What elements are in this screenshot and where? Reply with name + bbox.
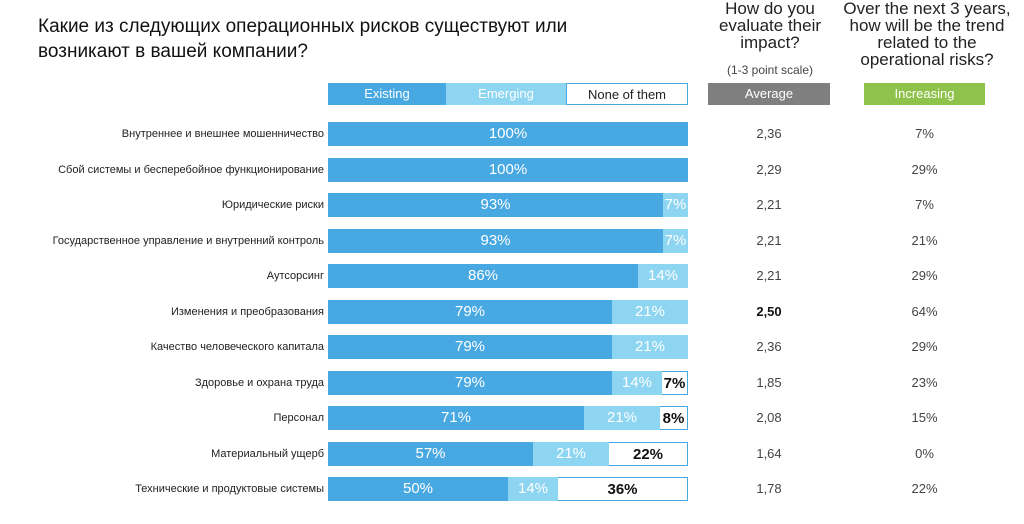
category-label: Здоровье и охрана труда [194,377,324,389]
increasing-value: 23% [911,375,938,390]
average-value: 2,21 [756,233,782,248]
increasing-value: 15% [911,410,938,425]
legend-none: None of them [566,83,688,105]
bar-segment-existing: 79% [328,300,612,324]
category-label: Сбой системы и бесперебойное функциониро… [58,164,324,176]
bar-segment-emerging: 21% [584,406,660,430]
category-label: Материальный ущерб [211,448,324,460]
bar-segment-emerging: 21% [612,335,688,359]
increasing-value: 64% [911,304,938,319]
increasing-value: 22% [911,481,938,496]
bar-segment-emerging: 7% [663,229,688,253]
bar-segment-none: 36% [558,477,688,501]
average-header: Average [708,83,830,105]
increasing-value: 29% [911,162,938,177]
average-column-title: How do you evaluate their impact? [718,0,822,52]
bar-segment-none: 8% [660,406,688,430]
average-value: 1,78 [756,481,782,496]
average-value: 2,08 [756,410,782,425]
increasing-value: 29% [911,268,938,283]
category-label: Качество человеческого капитала [150,341,324,353]
category-label: Технические и продуктовые системы [135,483,324,495]
bar-segment-existing: 100% [328,158,688,182]
chart-title: Какие из следующих операционных рисков с… [38,16,568,62]
increasing-value: 29% [911,339,938,354]
increasing-header: Increasing [864,83,985,105]
bar-segment-existing: 79% [328,335,612,359]
average-value: 2,36 [756,126,782,141]
legend-existing: Existing [328,83,446,105]
bar-segment-emerging: 21% [612,300,688,324]
bar-segment-none: 22% [609,442,688,466]
average-value: 1,64 [756,446,782,461]
increasing-value: 0% [915,446,934,461]
increasing-value: 21% [911,233,938,248]
bar-segment-existing: 93% [328,229,663,253]
average-value: 1,85 [756,375,782,390]
average-column-subtitle: (1-3 point scale) [726,63,814,77]
bar-segment-existing: 71% [328,406,584,430]
bar-segment-existing: 50% [328,477,508,501]
average-value: 2,21 [756,197,782,212]
bar-segment-emerging: 14% [508,477,558,501]
category-label: Государственное управление и внутренний … [52,235,324,247]
bar-segment-emerging: 14% [612,371,662,395]
category-label: Изменения и преобразования [170,306,324,318]
bar-segment-emerging: 21% [533,442,609,466]
increasing-value: 7% [915,126,934,141]
bar-segment-existing: 100% [328,122,688,146]
legend-emerging: Emerging [446,83,566,105]
average-value: 2,36 [756,339,782,354]
average-value: 2,50 [756,304,782,319]
bar-segment-emerging: 7% [663,193,688,217]
category-label: Персонал [273,412,325,424]
average-value: 2,21 [756,268,782,283]
bar-segment-existing: 79% [328,371,612,395]
increasing-value: 7% [915,197,934,212]
trend-column-title: Over the next 3 years, how will be the t… [843,0,1011,69]
bar-segment-existing: 57% [328,442,533,466]
average-value: 2,29 [756,162,782,177]
bar-segment-emerging: 14% [638,264,688,288]
category-label: Внутреннее и внешнее мошенничество [121,128,324,140]
bar-segment-existing: 93% [328,193,663,217]
bar-segment-none: 7% [662,371,688,395]
category-label: Аутсорсинг [266,270,324,282]
bar-segment-existing: 86% [328,264,638,288]
category-label: Юридические риски [221,199,324,211]
